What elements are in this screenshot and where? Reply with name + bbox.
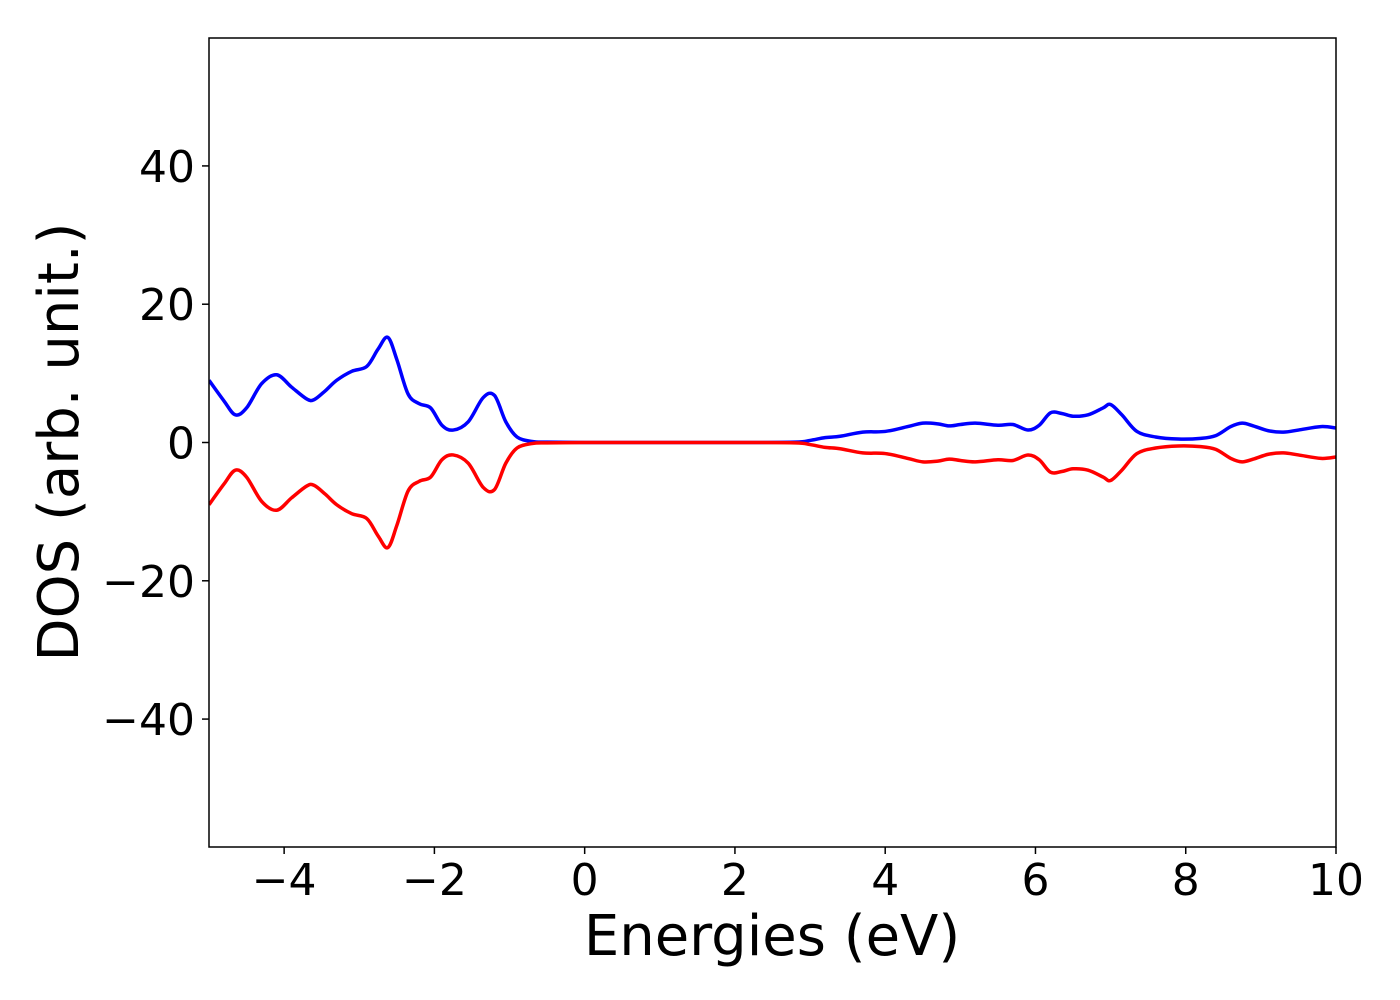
series-layer <box>209 335 1336 550</box>
y-tick-label: 20 <box>139 280 195 331</box>
x-tick-label: 4 <box>871 855 899 906</box>
x-axis-title: Energies (eV) <box>584 904 960 969</box>
x-tick-label: 10 <box>1308 855 1364 906</box>
y-tick-label: 40 <box>139 142 195 193</box>
x-tick-label: −2 <box>402 855 467 906</box>
series-line-spin-up <box>209 335 1336 445</box>
y-axis-title: DOS (arb. unit.) <box>27 222 92 661</box>
series-line-spin-down <box>209 440 1336 550</box>
y-tick-label: −20 <box>102 557 195 608</box>
x-tick-label: 2 <box>721 855 749 906</box>
y-axis: −40 −20 0 20 40 <box>102 142 209 746</box>
x-tick-label: 8 <box>1172 855 1200 906</box>
x-tick-label: 6 <box>1021 855 1049 906</box>
x-axis: −4 −2 0 2 4 6 8 10 <box>252 847 1364 906</box>
x-tick-label: 0 <box>571 855 599 906</box>
x-tick-label: −4 <box>252 855 317 906</box>
y-tick-label: −40 <box>102 695 195 746</box>
y-tick-label: 0 <box>167 419 195 470</box>
